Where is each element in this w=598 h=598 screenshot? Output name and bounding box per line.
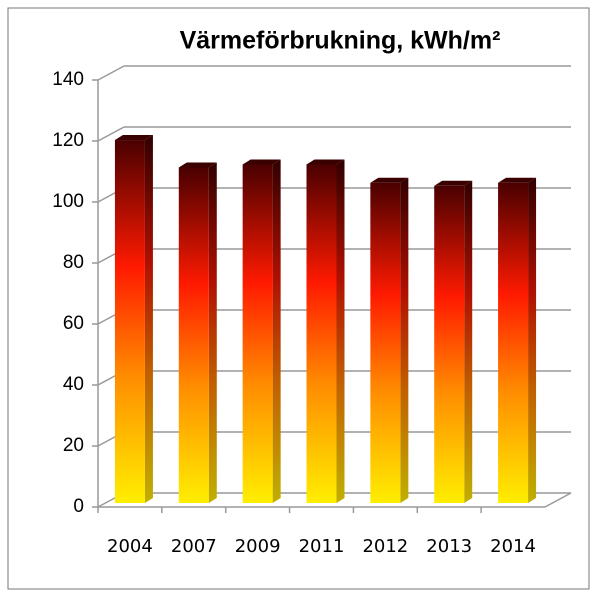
bar bbox=[498, 182, 529, 503]
y-tick-label: 80 bbox=[63, 252, 84, 273]
bar-side bbox=[208, 162, 217, 503]
grid-line bbox=[97, 65, 125, 81]
chart-title: Värmeförbrukning, kWh/m² bbox=[180, 27, 501, 55]
bar-side bbox=[528, 177, 537, 503]
x-tick-label: 2012 bbox=[362, 536, 408, 557]
bar-side bbox=[400, 177, 409, 503]
x-tick-label: 2007 bbox=[171, 536, 217, 557]
bar-top bbox=[242, 159, 281, 165]
grid-line bbox=[97, 126, 125, 142]
bar bbox=[370, 182, 401, 503]
bar-side bbox=[272, 159, 281, 503]
bar-top bbox=[370, 177, 409, 183]
y-tick-label: 60 bbox=[63, 313, 84, 334]
bar-top bbox=[434, 180, 473, 186]
bar-top bbox=[498, 177, 537, 183]
y-tick-label: 0 bbox=[73, 496, 84, 517]
chart-border bbox=[7, 7, 590, 590]
bar-side bbox=[336, 159, 345, 503]
bar-top bbox=[178, 162, 217, 168]
y-tick-label: 120 bbox=[52, 130, 84, 151]
bar bbox=[306, 164, 337, 503]
x-tick-label: 2014 bbox=[490, 536, 536, 557]
bar-top bbox=[306, 159, 345, 165]
bar-side bbox=[144, 135, 153, 504]
x-tick-label: 2009 bbox=[235, 536, 281, 557]
y-tick-label: 100 bbox=[52, 191, 84, 212]
bar bbox=[178, 167, 209, 503]
bar-top bbox=[114, 135, 153, 141]
bar-side bbox=[464, 180, 473, 504]
x-tick-label: 2011 bbox=[299, 536, 345, 557]
bar bbox=[114, 140, 145, 504]
x-tick-label: 2004 bbox=[107, 536, 153, 557]
y-tick-label: 140 bbox=[52, 69, 84, 90]
floor bbox=[544, 492, 572, 508]
y-tick-label: 40 bbox=[63, 374, 84, 395]
y-tick-label: 20 bbox=[63, 435, 84, 456]
bar bbox=[242, 164, 273, 503]
bar bbox=[434, 185, 465, 504]
x-tick-label: 2013 bbox=[426, 536, 472, 557]
